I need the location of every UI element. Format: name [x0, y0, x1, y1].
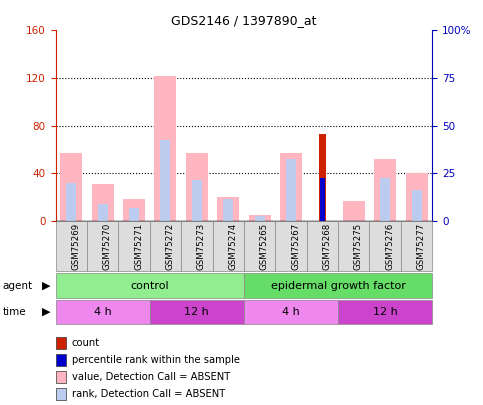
Bar	[286, 159, 296, 221]
Bar	[280, 153, 302, 221]
Bar	[343, 200, 365, 221]
Bar	[249, 215, 270, 221]
Text: GSM75267: GSM75267	[291, 222, 300, 270]
Bar	[66, 183, 76, 221]
Text: percentile rank within the sample: percentile rank within the sample	[72, 355, 240, 365]
Bar	[123, 199, 145, 221]
Text: value, Detection Call = ABSENT: value, Detection Call = ABSENT	[72, 372, 230, 382]
Bar	[406, 173, 427, 221]
Text: ▶: ▶	[42, 281, 50, 290]
Bar	[412, 190, 422, 221]
Bar	[217, 197, 239, 221]
Text: count: count	[72, 338, 100, 348]
Text: GSM75274: GSM75274	[228, 222, 237, 270]
Bar	[320, 178, 325, 221]
Bar	[255, 216, 265, 221]
Text: GSM75271: GSM75271	[134, 222, 143, 270]
Text: 4 h: 4 h	[94, 307, 112, 317]
Text: 4 h: 4 h	[282, 307, 300, 317]
Text: ▶: ▶	[42, 307, 50, 317]
Text: GSM75265: GSM75265	[260, 222, 269, 270]
Bar	[374, 159, 396, 221]
Bar	[192, 180, 202, 221]
Text: GSM75270: GSM75270	[103, 222, 112, 270]
Bar	[155, 76, 176, 221]
Text: 12 h: 12 h	[373, 307, 398, 317]
Text: GSM75268: GSM75268	[323, 222, 331, 270]
Bar	[60, 153, 82, 221]
Text: GSM75275: GSM75275	[354, 222, 363, 270]
Text: GSM75269: GSM75269	[71, 222, 80, 270]
Text: time: time	[2, 307, 26, 317]
Text: GDS2146 / 1397890_at: GDS2146 / 1397890_at	[171, 14, 317, 27]
Bar	[129, 208, 139, 221]
Text: rank, Detection Call = ABSENT: rank, Detection Call = ABSENT	[72, 389, 225, 399]
Text: control: control	[130, 281, 169, 290]
Bar	[380, 178, 390, 221]
Bar	[160, 140, 170, 221]
Bar	[92, 184, 114, 221]
Text: 12 h: 12 h	[185, 307, 209, 317]
Bar	[98, 204, 108, 221]
Text: epidermal growth factor: epidermal growth factor	[270, 281, 406, 290]
Text: GSM75273: GSM75273	[197, 222, 206, 270]
Bar	[223, 199, 233, 221]
Text: agent: agent	[2, 281, 32, 290]
Text: GSM75276: GSM75276	[385, 222, 394, 270]
Bar	[319, 134, 326, 221]
Bar	[186, 153, 208, 221]
Text: GSM75277: GSM75277	[417, 222, 426, 270]
Text: GSM75272: GSM75272	[165, 222, 174, 270]
